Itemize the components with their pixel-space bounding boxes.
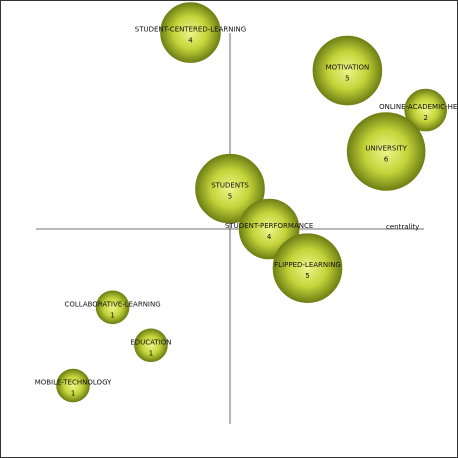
bubble-label: FLIPPED-LEARNING <box>274 261 341 269</box>
bubble-point <box>195 153 265 224</box>
x-axis-label: centrality <box>386 223 419 231</box>
axes: centrality <box>36 33 424 424</box>
bubble-point <box>95 290 130 325</box>
bubble-label: STUDENT-CENTERED-LEARNING <box>135 26 246 34</box>
bubble-label: UNIVERSITY <box>365 145 407 153</box>
bubble-label: ONLINE-ACADEMIC-HELP-S <box>379 103 457 111</box>
bubble-value: 2 <box>423 114 427 122</box>
bubble-point <box>404 88 447 132</box>
bubble-value: 5 <box>228 193 232 201</box>
bubble-value: 1 <box>110 311 114 319</box>
bubble-point <box>346 112 426 191</box>
bubble-label: STUDENTS <box>211 182 249 190</box>
bubble-motivation: MOTIVATION 5 <box>312 35 383 106</box>
bubble-value: 1 <box>149 349 153 357</box>
bubble-education: EDUCATION 1 <box>130 328 172 363</box>
bubble-flipped-learning: FLIPPED-LEARNING 5 <box>272 233 343 303</box>
bubble-label: MOBILE-TECHNOLOGY <box>35 379 112 387</box>
bubble-label: EDUCATION <box>130 338 171 346</box>
bubble-university: UNIVERSITY 6 <box>346 112 426 191</box>
bubble-value: 5 <box>345 75 349 83</box>
bubble-point <box>160 2 221 63</box>
bubble-point <box>134 328 168 363</box>
bubble-label: MOTIVATION <box>326 64 370 72</box>
bubble-value: 5 <box>305 272 309 280</box>
bubble-point <box>272 233 343 303</box>
bubble-online-academic-help-s: ONLINE-ACADEMIC-HELP-S 2 <box>379 88 457 132</box>
bubble-label: STUDENT-PERFORMANCE <box>225 222 313 230</box>
bubbles-layer: STUDENT-CENTERED-LEARNING 4 MOTIVATION 5 ONL… <box>35 2 457 403</box>
bubble-value: 4 <box>267 233 272 241</box>
bubble-mobile-technology: MOBILE-TECHNOLOGY 1 <box>35 368 112 403</box>
bubble-collaborative-learning: COLLABORATIVE-LEARNING 1 <box>64 290 161 325</box>
bubble-student-centered-learning: STUDENT-CENTERED-LEARNING 4 <box>135 2 246 63</box>
bubble-point <box>312 35 383 106</box>
bubble-value: 1 <box>71 390 75 398</box>
bubble-value: 4 <box>188 37 193 45</box>
bubble-point <box>56 368 90 403</box>
bubble-students: STUDENTS 5 <box>195 153 265 224</box>
bubble-value: 6 <box>384 156 389 164</box>
bubble-label: COLLABORATIVE-LEARNING <box>64 300 160 308</box>
